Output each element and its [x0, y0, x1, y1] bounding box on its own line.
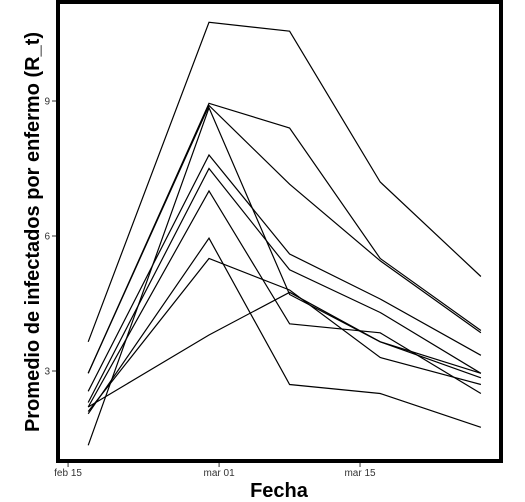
panel-border	[56, 0, 503, 463]
series-line-8	[87, 257, 482, 412]
series-line-10	[87, 106, 482, 446]
series-lines	[87, 21, 482, 446]
series-line-7	[87, 237, 482, 428]
x-tick-label: mar 01	[204, 468, 236, 479]
y-axis-title: Promedio de infectados por enfermo (R_t)	[22, 32, 44, 432]
series-line-4	[87, 153, 482, 392]
x-tick-label: mar 15	[344, 468, 376, 479]
y-tick-label: 6	[44, 232, 50, 243]
y-axis-ticks: 3 6 9	[44, 97, 56, 378]
series-line-9	[87, 291, 482, 408]
y-tick-label: 9	[44, 97, 50, 108]
y-tick-label: 3	[44, 367, 50, 378]
series-line-1	[87, 21, 482, 343]
series-line-2	[87, 102, 482, 374]
x-axis-ticks: feb 15 mar 01 mar 15	[54, 463, 376, 479]
x-tick-label: feb 15	[54, 468, 82, 479]
series-line-3	[87, 104, 482, 374]
series-line-5	[87, 167, 482, 403]
x-axis-title: Fecha	[250, 480, 309, 502]
series-line-6	[87, 189, 482, 408]
